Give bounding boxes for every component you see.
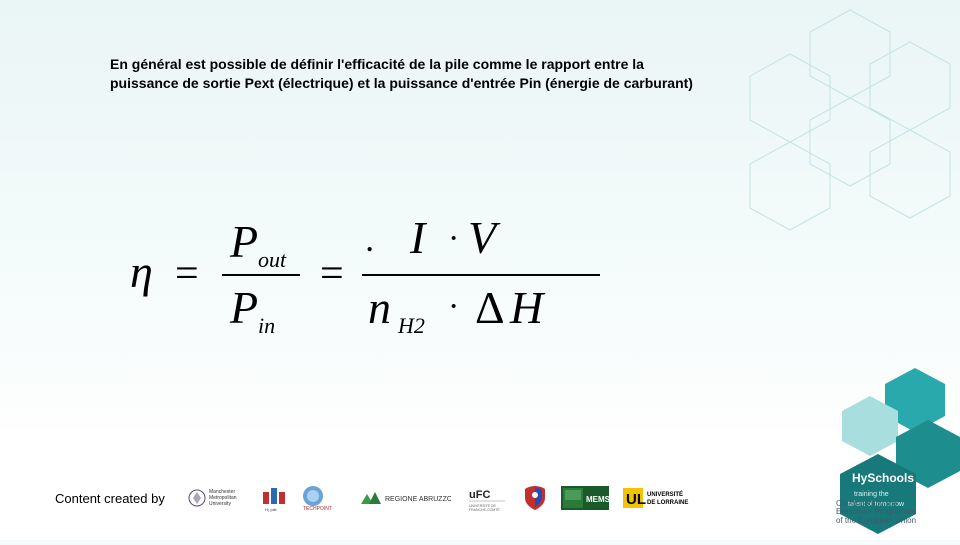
paragraph: En général est possible de définir l'eff… (110, 55, 710, 93)
svg-text:H: H (509, 282, 546, 333)
logo-manchester-met: Manchester Metropolitan University (187, 484, 247, 512)
svg-text:uFC: uFC (469, 489, 490, 501)
svg-text:V: V (468, 212, 501, 263)
created-by-label: Content created by (55, 491, 165, 506)
cofunded-label: Co-funded by the Erasmus+ Programme of t… (836, 500, 946, 526)
logo-shield (523, 484, 547, 512)
svg-text:in: in (258, 313, 275, 338)
efficiency-formula: η = P out P in = I · V n H2 · Δ H . (130, 195, 650, 355)
svg-text:DE LORRAINE: DE LORRAINE (647, 500, 688, 506)
logo-mems: MEMS (561, 484, 609, 512)
svg-text:University: University (209, 501, 231, 507)
svg-text:.: . (366, 219, 375, 259)
svg-text:training the: training the (854, 491, 889, 498)
logo-hydrogen-pile: H₂ pile (261, 484, 287, 512)
svg-text:·: · (448, 288, 459, 325)
footer-inner: Content created by Manchester Metropolit… (55, 484, 701, 512)
svg-text:Δ: Δ (475, 282, 505, 333)
svg-text:η: η (130, 246, 153, 297)
svg-text:HySchools: HySchools (852, 471, 914, 485)
logo-ufc: uFC UNIVERSITÉ DE FRANCHE-COMTÉ (465, 484, 509, 512)
svg-text:I: I (409, 212, 428, 263)
svg-text:P: P (229, 216, 258, 267)
hyschools-badge: HySchools training the talent of tomorro… (800, 360, 960, 540)
svg-text:FRANCHE-COMTÉ: FRANCHE-COMTÉ (469, 507, 500, 512)
logo-techpoint: TECHPOINT (301, 484, 347, 512)
body-content: En général est possible de définir l'eff… (110, 55, 710, 93)
svg-text:out: out (258, 247, 287, 272)
svg-text:UNIVERSITÉ: UNIVERSITÉ (647, 490, 683, 498)
svg-text:P: P (229, 282, 258, 333)
svg-text:=: = (175, 251, 199, 297)
svg-text:MEMS: MEMS (586, 495, 609, 504)
svg-text:TECHPOINT: TECHPOINT (303, 506, 332, 512)
svg-text:H2: H2 (397, 313, 425, 338)
svg-text:UL: UL (626, 491, 646, 508)
svg-text:REGIONE ABRUZZO: REGIONE ABRUZZO (385, 496, 451, 503)
logo-regione-abruzzo: REGIONE ABRUZZO (361, 488, 451, 508)
svg-text:=: = (320, 251, 344, 297)
svg-text:·: · (448, 220, 459, 257)
logo-lorraine: UL UNIVERSITÉ DE LORRAINE (623, 484, 701, 512)
svg-text:n: n (368, 282, 391, 333)
svg-text:H₂ pile: H₂ pile (265, 507, 278, 512)
